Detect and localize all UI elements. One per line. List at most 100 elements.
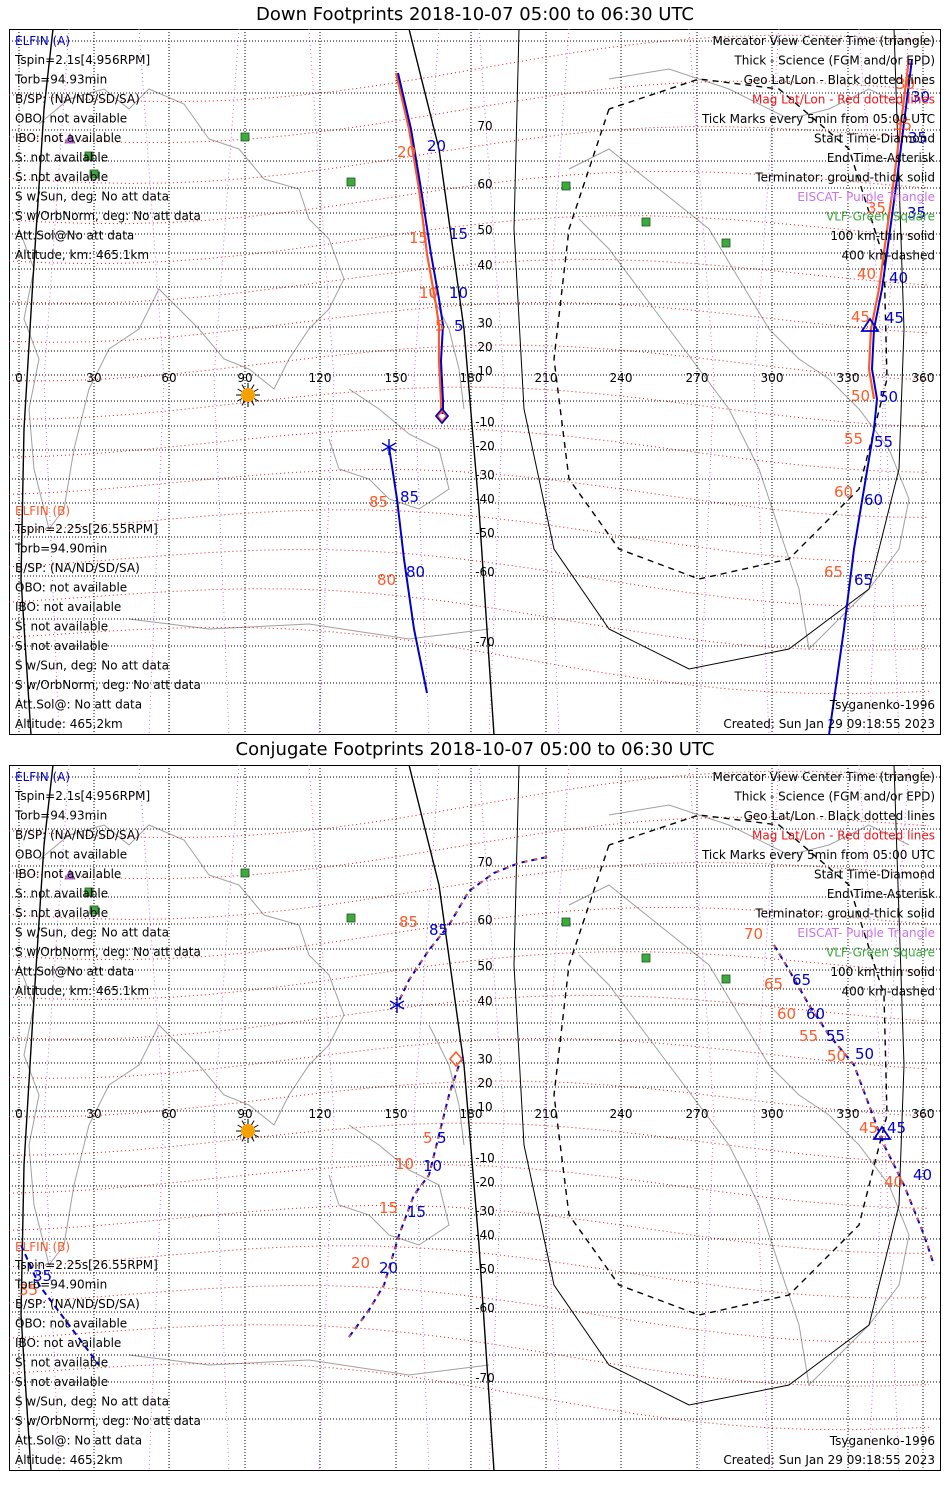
- coastline-3: [568, 884, 910, 1387]
- elfin-a-conj-arc: [396, 856, 548, 1006]
- elfin-b-info-line: IBO: not available: [15, 600, 121, 614]
- mag-lon-line: [543, 765, 570, 1471]
- mag-lat-line: [9, 1245, 930, 1299]
- elfin-b-time-label: 70: [744, 925, 763, 943]
- purple-triangle-icon: [64, 869, 76, 880]
- green-square-icon: [84, 887, 94, 897]
- elfin-b-info-line: Att.Sol@: No att data: [15, 1434, 142, 1448]
- elfin-a-time-label: 85: [429, 921, 448, 939]
- lat-label: -40: [475, 492, 495, 506]
- legend-entry: VLF-Green Square: [826, 210, 935, 224]
- elfin-b-time-label: 85: [399, 913, 418, 931]
- asterisk-icon: [381, 439, 397, 455]
- lat-label: 30: [477, 1052, 492, 1066]
- elfin-b-info-line: OBO: not available: [15, 581, 127, 595]
- elfin-b-info-line: S w/Sun, deg: No att data: [15, 1395, 169, 1409]
- elfin-a-info-line: S w/OrbNorm, deg: No att data: [15, 209, 201, 223]
- lon-label: 30: [86, 1107, 101, 1121]
- lat-label: -20: [475, 1175, 495, 1189]
- elfin-b-time-label: 80: [377, 571, 396, 589]
- map-frame: [9, 765, 941, 1471]
- lon-label: 360: [912, 371, 935, 385]
- terminator-west: [20, 765, 54, 1471]
- mag-lon-line: [138, 765, 165, 1471]
- terminator-400km: [553, 814, 888, 1316]
- elfin-b-header: ELFIN (B): [15, 1240, 70, 1254]
- created-timestamp: Created: Sun Jan 29 09:18:55 2023: [723, 717, 935, 731]
- coastline-4: [608, 68, 910, 120]
- elfin-a-info-line: Altitude, km: 465.1km: [15, 248, 149, 262]
- lat-label: 50: [477, 223, 492, 237]
- coastline-0: [18, 824, 345, 1267]
- mag-lon-line: [138, 29, 165, 735]
- diamond-icon: [437, 410, 447, 422]
- lat-label: -70: [475, 1371, 495, 1385]
- lon-label: 120: [309, 371, 332, 385]
- lon-label: 0: [15, 371, 23, 385]
- elfin-a-info-line: Altitude, km: 465.1km: [15, 984, 149, 998]
- lon-label: 360: [912, 1107, 935, 1121]
- sun-disc: [241, 388, 255, 402]
- coastline-2: [428, 288, 465, 410]
- lon-label: 240: [610, 1107, 633, 1121]
- elfin-b-info-line: Torb=94.90min: [14, 1278, 107, 1292]
- mag-lon-line: [753, 765, 780, 1471]
- elfin-b-info-line: S: not available: [15, 1356, 108, 1370]
- lon-label: 90: [237, 371, 252, 385]
- green-square-icon: [84, 151, 94, 161]
- lat-label: -10: [475, 415, 495, 429]
- lon-label: 210: [535, 371, 558, 385]
- elfin-b-time-label: 15: [409, 229, 428, 247]
- mag-lon-line: [858, 765, 885, 1471]
- elfin-b-info-line: IBO: not available: [15, 1336, 121, 1350]
- elfin-b-info-line: Tspin=2.25s[26.55RPM]: [14, 522, 158, 536]
- down-footprints-map: 0 30 60 90 120 150 180 210 240 270 300 330 360 70 60 50…: [9, 29, 941, 735]
- green-square-icon: [89, 169, 99, 179]
- purple-triangle-icon: [64, 133, 76, 144]
- sun-ray: [237, 398, 243, 402]
- elfin-a-info-line: Torb=94.93min: [14, 73, 107, 87]
- elfin-b-info-line: S: not available: [15, 620, 108, 634]
- lat-label: 40: [477, 994, 492, 1008]
- elfin-a-time-label: 10: [449, 284, 468, 302]
- legend-entry: Mercator View Center Time (triangle): [713, 34, 935, 48]
- diamond-icon: [448, 1050, 464, 1068]
- sun-icon: [236, 383, 260, 407]
- sun-disc: [241, 1124, 255, 1138]
- green-square-icon: [240, 868, 250, 878]
- elfin-a-time-label: 15: [449, 225, 468, 243]
- green-square-icon: [721, 238, 731, 248]
- mag-lon-line: [543, 29, 570, 735]
- green-square-icon: [89, 905, 99, 915]
- lat-label: 70: [477, 119, 492, 133]
- elfin-b-time-label: 20: [397, 143, 416, 161]
- sun-ray: [241, 400, 245, 406]
- lat-label: 60: [477, 913, 492, 927]
- coastline-2: [428, 1024, 465, 1146]
- elfin-b-time-label: 45: [851, 308, 870, 326]
- lon-label: 30: [86, 371, 101, 385]
- lat-label: -50: [475, 526, 495, 540]
- asterisk-stroke: [389, 1000, 405, 1010]
- legend-entry: Geo Lat/Lon - Black dotted lines: [744, 73, 935, 87]
- elfin-a-time-label: 40: [889, 269, 908, 287]
- lat-label: -20: [475, 439, 495, 453]
- lat-label: 50: [477, 959, 492, 973]
- legend-entry: Mag Lat/Lon - Red dotted lines: [752, 93, 935, 107]
- sun-ray: [251, 400, 255, 406]
- elfin-a-time-label: 80: [406, 563, 425, 581]
- terminator-mid: [408, 765, 495, 1471]
- elfin-a-time-label: 40: [913, 1166, 932, 1184]
- elfin-a-info-line: IBO: not available: [15, 867, 121, 881]
- elfin-b-time-label: 35: [867, 199, 886, 217]
- green-square-icon: [721, 974, 731, 984]
- elfin-a-info-line: S: not available: [15, 906, 108, 920]
- elfin-b-conj-track-2: [773, 944, 935, 1266]
- elfin-a-time-label: 60: [864, 491, 883, 509]
- mag-lat-line: [9, 509, 930, 563]
- elfin-a-time-label: 50: [855, 1045, 874, 1063]
- legend-entry: Terminator: ground-thick solid: [754, 907, 935, 921]
- mag-lon-line: [478, 765, 505, 1471]
- sun-ray: [237, 1134, 243, 1138]
- elfin-a-track-1: [397, 72, 445, 414]
